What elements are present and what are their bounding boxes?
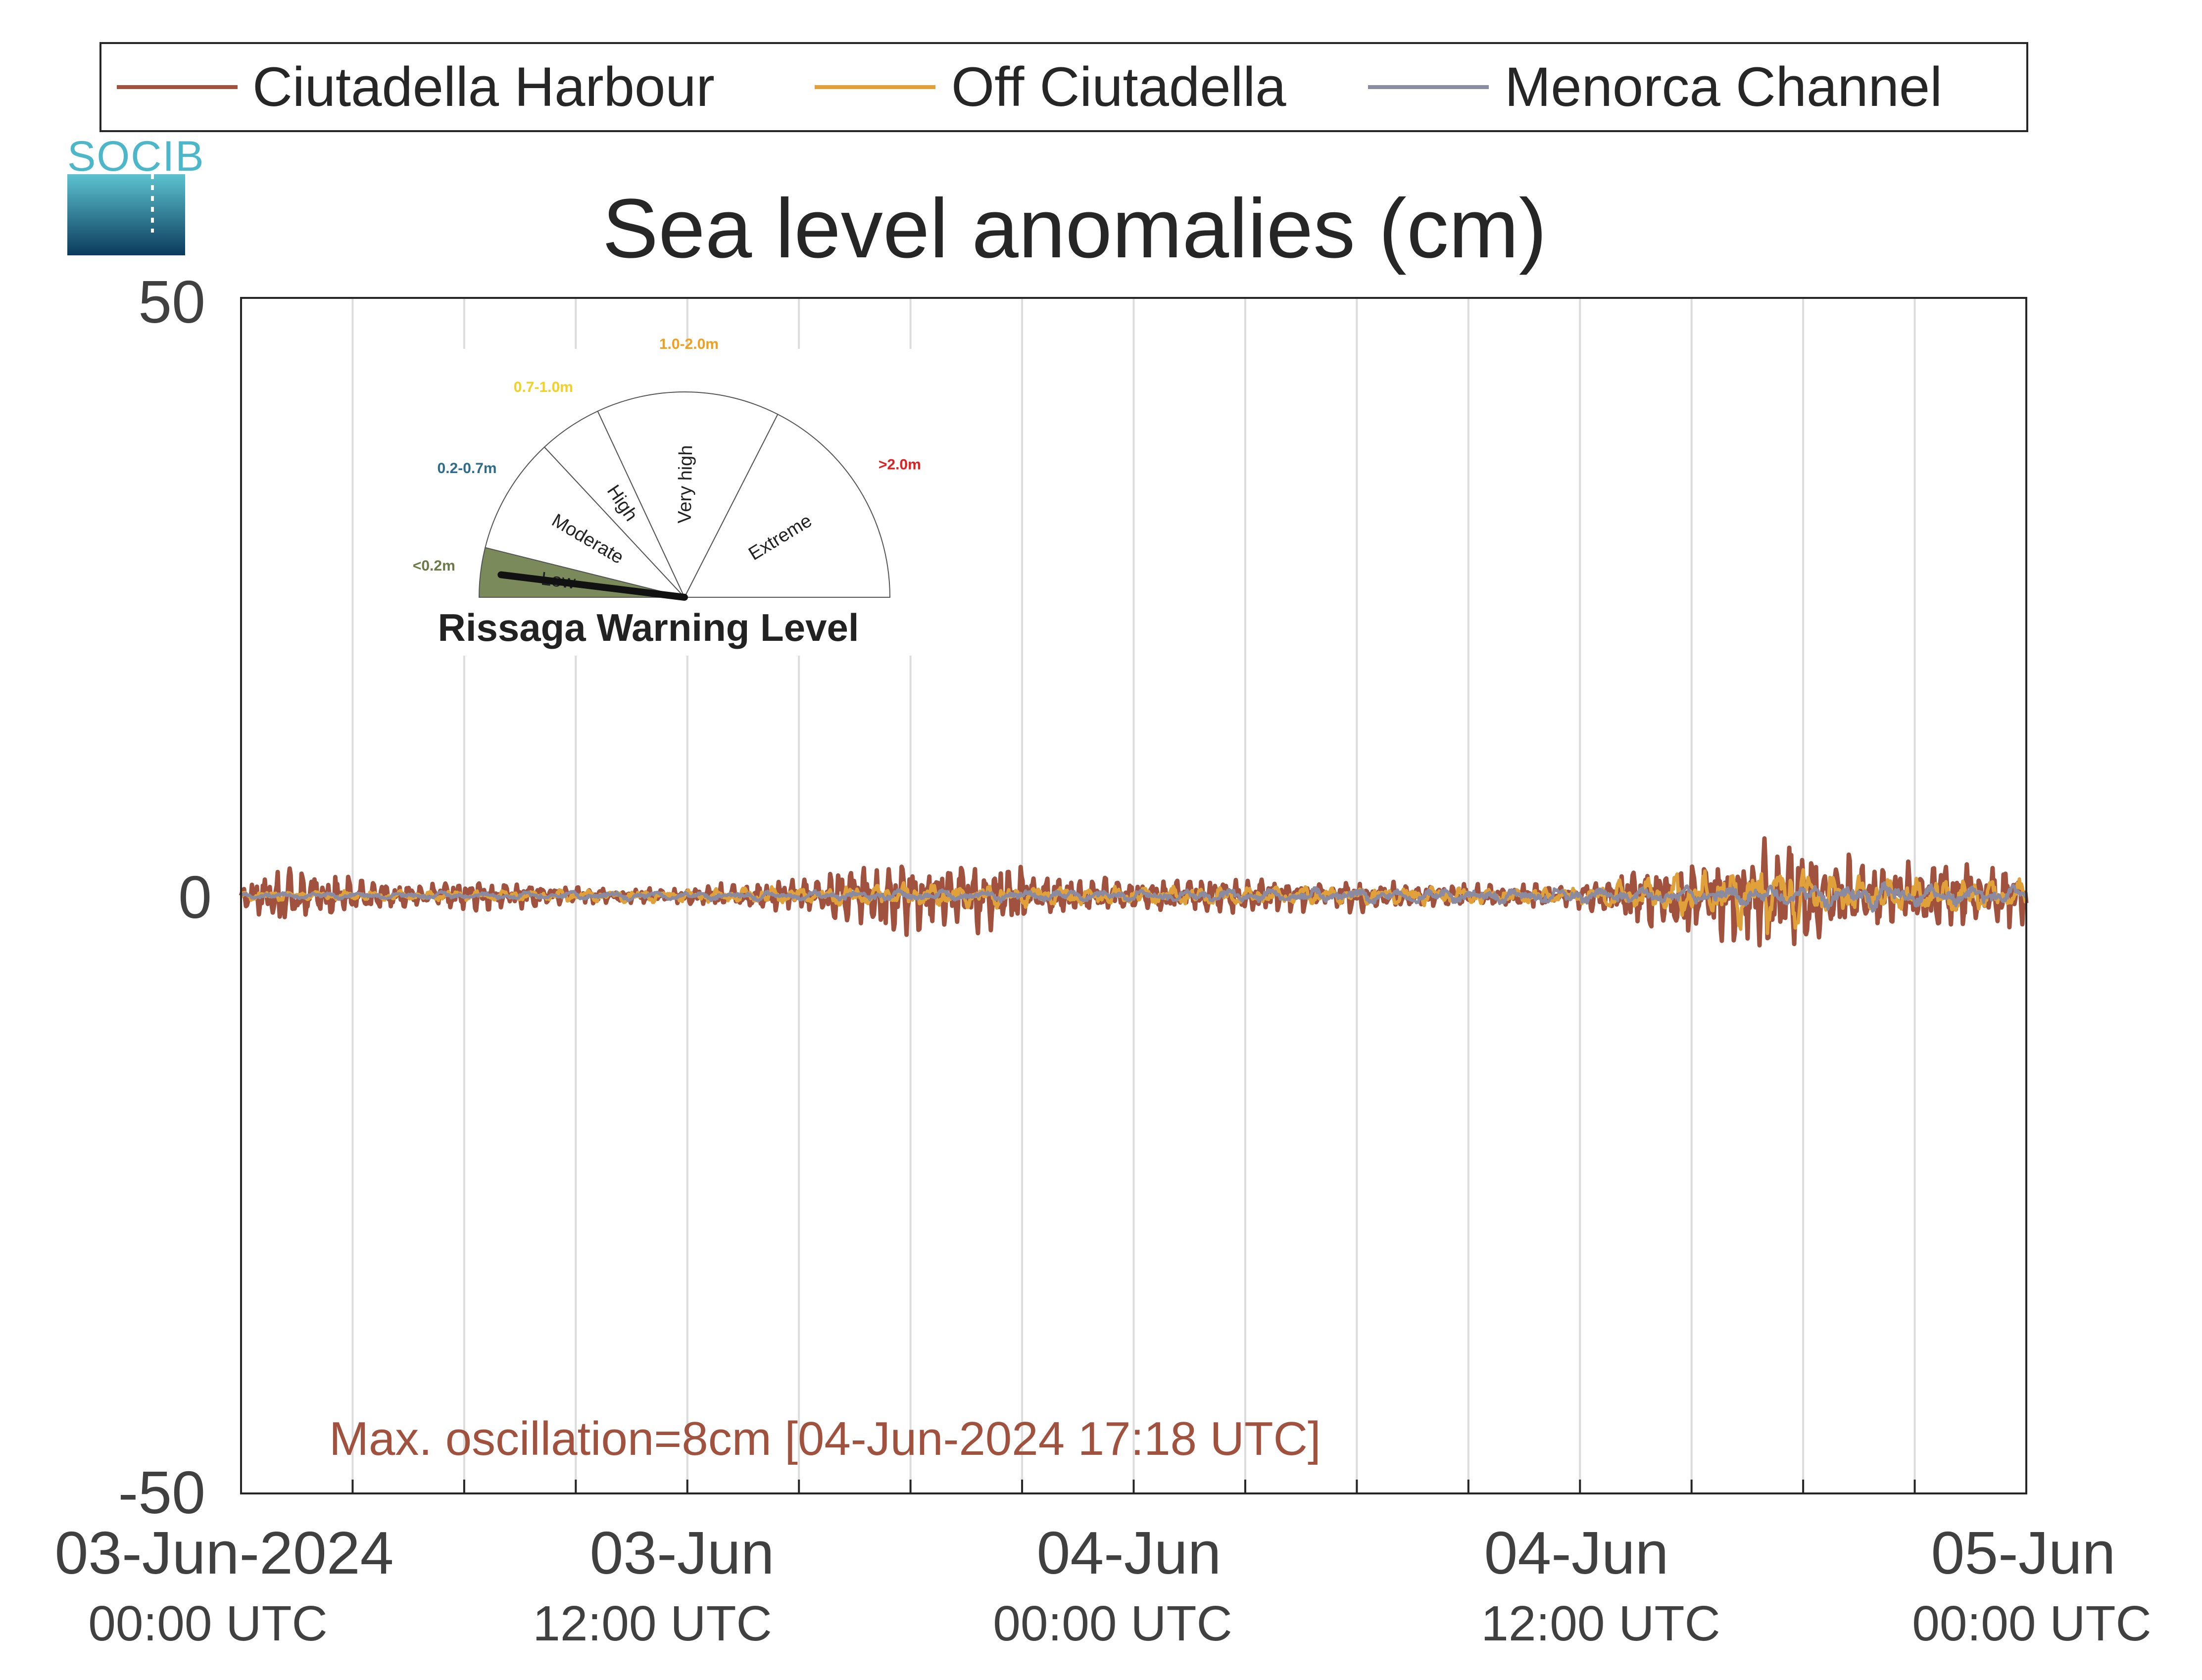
gauge-range-moderate: 0.2-0.7m [438, 460, 497, 477]
x-tick-date-4: 05-Jun [1931, 1519, 2115, 1586]
gauge-range-very-high: 1.0-2.0m [659, 336, 719, 352]
legend-frame [99, 42, 2028, 132]
x-tick-date-3: 04-Jun [1484, 1519, 1668, 1586]
gauge-sectors [478, 391, 891, 599]
gauge-label-very-high: Very high [675, 445, 697, 524]
x-tick-time-0: 00:00 UTC [88, 1596, 328, 1651]
logo-gradient-block [67, 174, 185, 255]
x-tick-time-4: 00:00 UTC [1912, 1596, 2152, 1651]
legend-label-2: Menorca Channel [1505, 56, 1942, 118]
chart-title: Sea level anomalies (cm) [602, 182, 1547, 276]
x-tick-date-0: 03-Jun-2024 [54, 1519, 393, 1586]
x-tick-time-2: 00:00 UTC [993, 1596, 1232, 1651]
legend-item-2: Menorca Channel [1368, 56, 1942, 118]
socib-logo: SOCIB [67, 133, 205, 255]
logo-text: SOCIB [67, 133, 205, 180]
x-tick-time-3: 12:00 UTC [1481, 1596, 1720, 1651]
gauge-sector-very-high [597, 391, 779, 599]
gauge-range-extreme: >2.0m [879, 456, 921, 473]
x-tick-marks [351, 1480, 1916, 1493]
x-tick-time-1: 12:00 UTC [533, 1596, 772, 1651]
max-oscillation-annotation: Max. oscillation=8cm [04-Jun-2024 17:18 … [329, 1412, 1321, 1465]
gauge-needle [497, 571, 688, 601]
x-tick-date-1: 03-Jun [589, 1519, 774, 1586]
legend-item-1: Off Ciutadella [815, 56, 1286, 118]
y-tick-label-0: 0 [178, 864, 212, 931]
legend-label-1: Off Ciutadella [951, 56, 1286, 118]
gauge-range-high: 0.7-1.0m [514, 379, 573, 395]
gauge-title: Rissaga Warning Level [438, 606, 859, 649]
legend-label-0: Ciutadella Harbour [252, 56, 715, 118]
legend: Ciutadella Harbour Off Ciutadella Menorc… [99, 42, 2028, 132]
y-axis: 50 0 -50 [118, 268, 212, 1526]
y-tick-label-neg50: -50 [118, 1459, 205, 1526]
series-layer [239, 836, 2029, 948]
gauge-sector-extreme [684, 413, 891, 598]
series-line-menorca-channel [240, 881, 2028, 913]
y-tick-label-50: 50 [138, 268, 205, 336]
x-tick-date-2: 04-Jun [1036, 1519, 1221, 1586]
gauge-range-low: <0.2m [413, 558, 455, 574]
x-axis: 03-Jun-2024 00:00 UTC 03-Jun 12:00 UTC 0… [54, 1519, 2151, 1651]
gauge-sector-moderate [485, 446, 686, 598]
rissaga-gauge: Low<0.2mModerate0.2-0.7mHigh0.7-1.0mVery… [406, 336, 926, 656]
legend-item-0: Ciutadella Harbour [117, 56, 715, 118]
